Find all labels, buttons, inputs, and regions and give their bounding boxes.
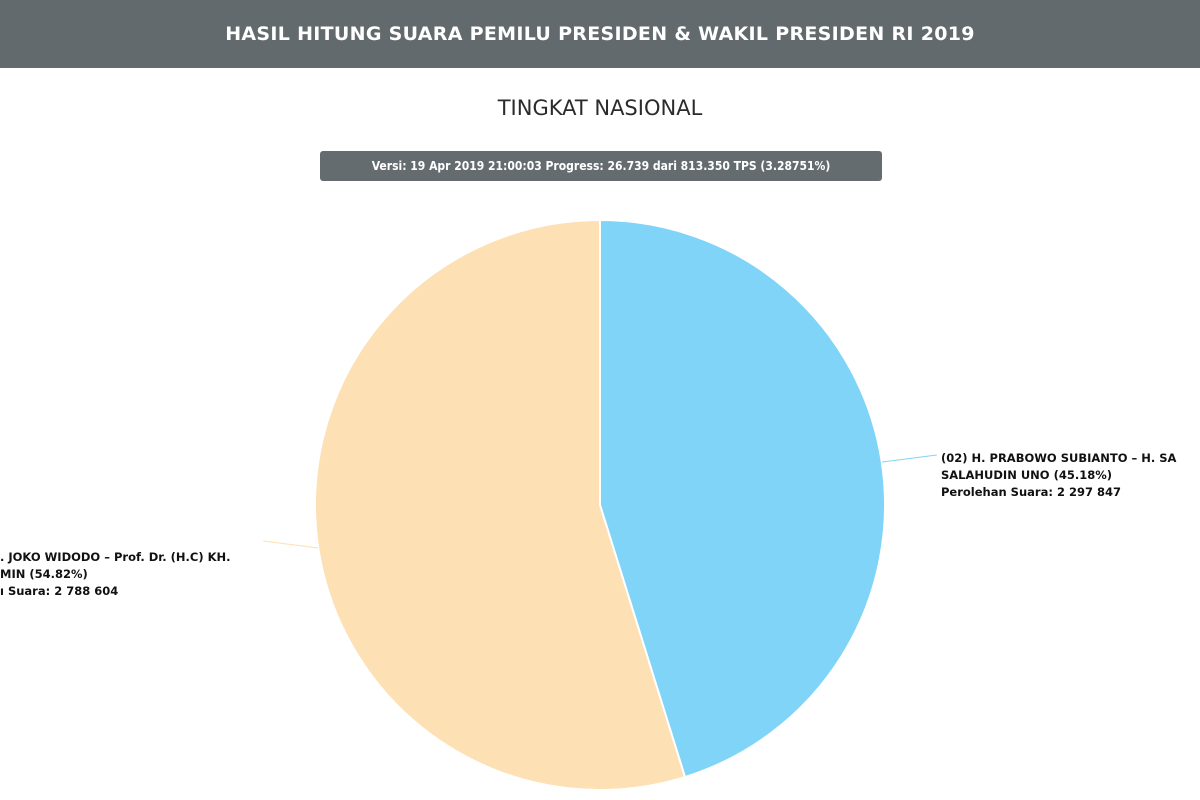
version-progress-badge: Versi: 19 Apr 2019 21:00:03 Progress: 26… [320, 151, 882, 181]
connector-line-prabowo [881, 454, 937, 463]
pie-slice-jokowi[interactable] [314, 218, 687, 791]
connector-line-jokowi [263, 540, 319, 549]
slice-label-prabowo-line1: (02) H. PRABOWO SUBIANTO – H. SA [941, 451, 1177, 465]
slice-label-prabowo: (02) H. PRABOWO SUBIANTO – H. SA SALAHUD… [941, 450, 1176, 501]
slice-label-prabowo-line2: SALAHUDIN UNO (45.18%) [941, 468, 1112, 482]
slice-label-jokowi-line1: . JOKO WIDODO – Prof. Dr. (H.C) KH. [0, 550, 231, 564]
slice-label-jokowi: . JOKO WIDODO – Prof. Dr. (H.C) KH. MIN … [0, 549, 231, 600]
slice-label-prabowo-votes: Perolehan Suara: 2 297 847 [941, 485, 1121, 499]
chart-title: TINGKAT NASIONAL [497, 96, 703, 120]
slice-label-jokowi-line2: MIN (54.82%) [0, 567, 88, 581]
page-title: HASIL HITUNG SUARA PEMILU PRESIDEN & WAK… [225, 23, 975, 45]
header-bar: HASIL HITUNG SUARA PEMILU PRESIDEN & WAK… [0, 0, 1200, 68]
slice-label-jokowi-votes: ı Suara: 2 788 604 [0, 584, 119, 598]
